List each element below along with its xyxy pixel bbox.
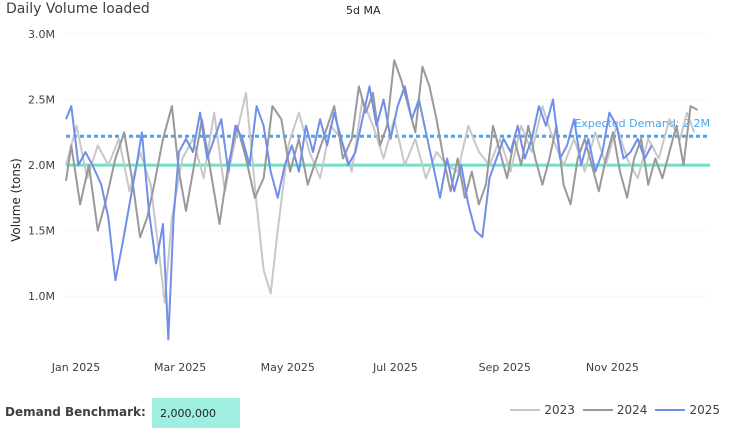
x-tick-label: Mar 2025 (154, 361, 206, 374)
legend-swatch (655, 409, 686, 411)
series-lines (65, 59, 699, 341)
legend-item-2024[interactable]: 2024 (582, 403, 648, 417)
chart-title: Daily Volume loaded (6, 1, 150, 17)
x-tick-label: Sep 2025 (479, 361, 531, 374)
demand-benchmark-label: Demand Benchmark: (5, 405, 146, 419)
legend-label: 2023 (544, 403, 575, 417)
legend-item-2025[interactable]: 2025 (655, 403, 720, 417)
y-tick-label: 2.5M (28, 94, 55, 107)
legend-swatch (510, 409, 541, 411)
legend-swatch (582, 409, 613, 411)
y-tick-label: 2.0M (28, 159, 55, 172)
y-tick-label: 1.5M (28, 225, 55, 238)
legend-label: 2024 (616, 403, 648, 417)
chart-subtitle: 5d MA (346, 4, 381, 17)
x-tick-label: Jan 2025 (51, 361, 100, 374)
legend-item-2023[interactable]: 2023 (510, 403, 575, 417)
x-tick-label: May 2025 (261, 361, 315, 374)
line-chart: Expected Demand: 2.2M 3.0M2.5M2.0M1.5M1.… (9, 28, 710, 374)
series-line-2023 (65, 92, 696, 304)
y-tick-label: 1.0M (28, 290, 55, 303)
y-axis-title: Volume (tons) (9, 158, 23, 242)
x-tick-label: Jul 2025 (372, 361, 418, 374)
axis-labels: 3.0M 2.5M 2.0M 1.5M 1.0M Jan 2025 Mar 2025 May … (28, 28, 639, 374)
series-line-2025 (65, 85, 653, 341)
demand-benchmark-input[interactable] (152, 398, 240, 428)
legend-label: 2025 (689, 403, 720, 417)
y-tick-label: 3.0M (28, 28, 55, 41)
x-tick-label: Nov 2025 (586, 361, 639, 374)
legend: 2023 2024 2025 (510, 403, 720, 417)
